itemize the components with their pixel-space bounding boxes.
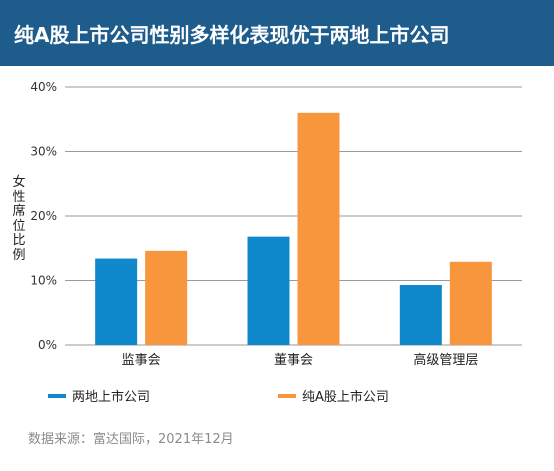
title-bar: 纯A股上市公司性别多样化表现优于两地上市公司	[0, 0, 554, 66]
y-tick-label: 10%	[30, 274, 57, 288]
y-tick-label: 0%	[38, 338, 57, 352]
legend: 两地上市公司 纯A股上市公司	[0, 386, 554, 406]
bar	[297, 112, 340, 345]
y-tick-label: 20%	[30, 209, 57, 223]
x-tick-label: 董事会	[274, 353, 313, 368]
y-axis-label: 女性席位比例	[12, 175, 26, 263]
bar	[95, 258, 138, 345]
x-tick-label: 监事会	[122, 353, 161, 368]
source-note: 数据来源：富达国际，2021年12月	[28, 432, 234, 447]
grid	[65, 86, 522, 346]
y-tick-labels: 0% 10% 20% 30% 40%	[30, 80, 57, 352]
x-tick-label: 高级管理层	[413, 352, 478, 368]
legend-item-series-2: 纯A股上市公司	[278, 386, 389, 405]
bar	[449, 261, 492, 345]
legend-swatch-series-1	[48, 393, 66, 398]
legend-label-series-1: 两地上市公司	[72, 390, 151, 405]
bar-chart: 0% 10% 20% 30% 40% 监事会 董事会 高级管理层	[30, 80, 522, 368]
chart-title: 纯A股上市公司性别多样化表现优于两地上市公司	[14, 23, 450, 47]
legend-swatch-series-2	[278, 393, 296, 398]
bar	[145, 250, 188, 345]
bar	[247, 236, 290, 345]
legend-item-series-1: 两地上市公司	[48, 386, 150, 405]
y-tick-label: 30%	[30, 145, 57, 159]
y-tick-label: 40%	[30, 80, 57, 94]
bars	[95, 112, 492, 345]
bar	[399, 285, 442, 345]
legend-label-series-2: 纯A股上市公司	[302, 390, 389, 405]
x-tick-labels: 监事会 董事会 高级管理层	[122, 352, 479, 368]
